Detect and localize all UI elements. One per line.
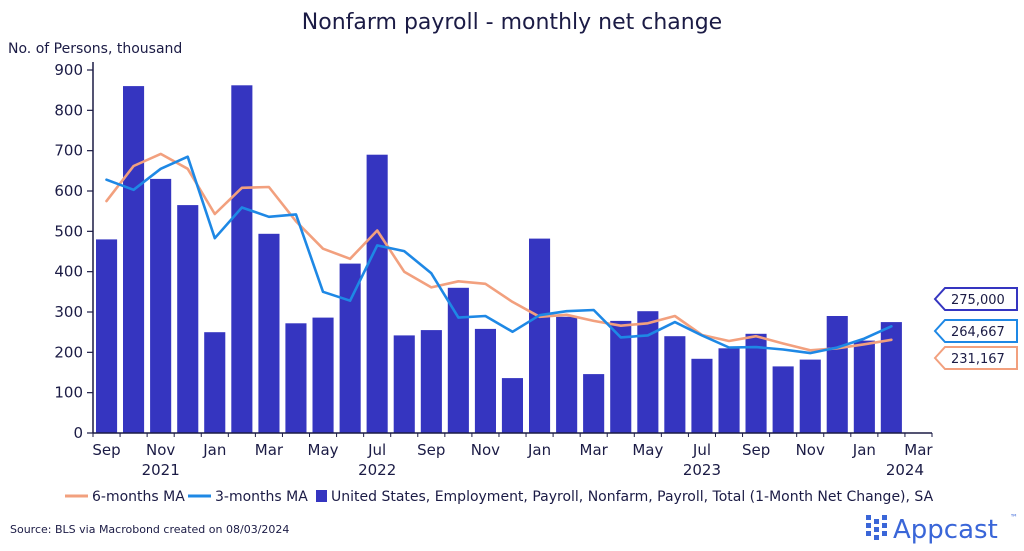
bar-17 (556, 316, 578, 433)
appcast-logo: Appcast ™ (866, 513, 1018, 545)
y-tick-label: 600 (54, 182, 83, 200)
axes: 0 100 200 300 400 500 600 700 800 900 Sep Nov Jan Mar… (54, 61, 933, 479)
x-year-label: 2022 (358, 461, 396, 479)
bar-4 (204, 332, 226, 433)
legend-swatch-bars (316, 490, 327, 502)
callout-ma3-label: 264,667 (951, 325, 1005, 340)
legend-label-ma6: 6-months MA (92, 489, 185, 505)
chart-title: Nonfarm payroll - monthly net change (302, 10, 722, 35)
bar-9 (339, 263, 361, 433)
bar-23 (718, 348, 740, 433)
x-tick-label: Sep (417, 441, 445, 459)
y-tick-label: 800 (54, 101, 83, 119)
bar-24 (745, 333, 767, 433)
x-tick-label: Nov (471, 441, 500, 459)
x-tick-label: Jul (367, 441, 386, 459)
bar-7 (285, 323, 307, 433)
bar-18 (583, 374, 605, 433)
bar-25 (772, 366, 794, 433)
legend-label-bars: United States, Employment, Payroll, Nonf… (331, 489, 934, 505)
x-tick-label: Jan (527, 441, 551, 459)
bar-3 (177, 205, 199, 433)
bar-21 (664, 336, 686, 433)
bar-27 (826, 316, 848, 433)
bar-20 (637, 311, 659, 433)
callout-ma6: 231,167 (933, 346, 1018, 370)
bar-13 (447, 287, 469, 433)
x-tick-label: Nov (146, 441, 175, 459)
x-tick-label: Nov (796, 441, 825, 459)
bar-1 (123, 86, 145, 433)
callout-bars-label: 275,000 (951, 293, 1005, 308)
x-tick-label: Mar (255, 441, 284, 459)
x-year-label: 2023 (683, 461, 721, 479)
bar-19 (610, 320, 632, 433)
bar-26 (799, 359, 821, 433)
appcast-logo-icon (866, 515, 887, 540)
x-year-label: 2024 (886, 461, 924, 479)
bar-6 (258, 233, 280, 433)
bar-16 (529, 238, 551, 433)
bar-22 (691, 358, 713, 433)
bar-14 (474, 328, 496, 433)
x-tick-label: Jan (202, 441, 226, 459)
bar-0 (96, 239, 118, 433)
callout-bars-box (933, 287, 1018, 311)
x-tick-label: May (308, 441, 339, 459)
y-tick-label: 300 (54, 303, 83, 321)
bar-29 (880, 322, 902, 433)
x-tick-label: Jan (852, 441, 876, 459)
y-tick-label: 0 (73, 424, 83, 442)
x-year-label: 2021 (142, 461, 180, 479)
callout-bars: 275,000 (933, 287, 1018, 311)
y-tick-label: 500 (54, 222, 83, 240)
value-callouts: 275,000 264,667 231,167 (933, 287, 1018, 370)
bar-8 (312, 317, 334, 433)
bar-28 (853, 340, 875, 433)
y-tick-label: 900 (54, 61, 83, 79)
x-tick-label: May (632, 441, 663, 459)
bar-10 (366, 154, 388, 433)
bar-12 (420, 330, 442, 433)
callout-ma6-box (933, 346, 1018, 370)
y-tick-label: 700 (54, 142, 83, 160)
ma6-line (105, 152, 893, 352)
x-tick-label: Sep (742, 441, 770, 459)
trademark-mark: ™ (1010, 513, 1018, 522)
callout-ma6-label: 231,167 (951, 352, 1005, 367)
legend-label-ma3: 3-months MA (215, 489, 308, 505)
y-tick-label: 200 (54, 343, 83, 361)
callout-ma3: 264,667 (933, 319, 1018, 343)
bar-5 (231, 85, 253, 434)
line-series-group (105, 152, 893, 355)
y-tick-label: 100 (54, 384, 83, 402)
bar-series (96, 85, 902, 434)
x-tick-label: Jul (692, 441, 711, 459)
bar-15 (501, 378, 523, 433)
x-tick-label: Sep (92, 441, 120, 459)
bar-11 (393, 335, 415, 433)
ma3-line (105, 155, 893, 355)
y-tick-label: 400 (54, 263, 83, 281)
x-tick-label: Mar (904, 441, 933, 459)
source-note: Source: BLS via Macrobond created on 08/… (10, 523, 289, 536)
legend: 6-months MA 3-months MA United States, E… (65, 489, 934, 505)
x-tick-label: Mar (580, 441, 609, 459)
y-axis-label: No. of Persons, thousand (8, 41, 182, 57)
appcast-wordmark: Appcast (893, 515, 998, 545)
bar-2 (150, 178, 172, 433)
callout-ma3-box (933, 319, 1018, 343)
